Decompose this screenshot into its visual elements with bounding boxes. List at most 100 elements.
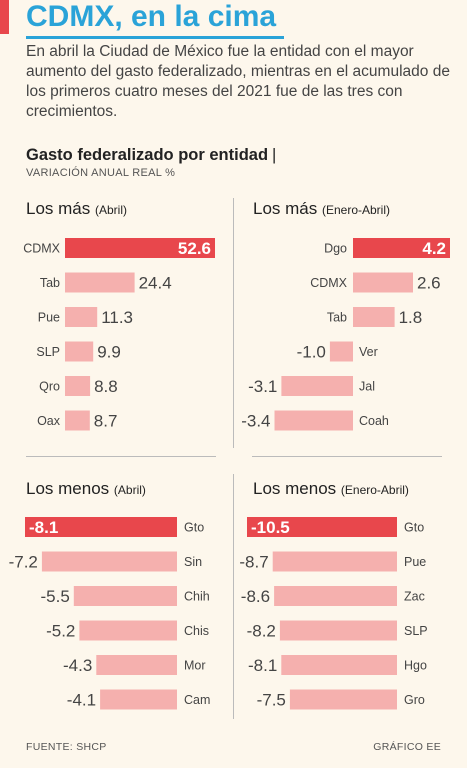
divider-vertical-top [233,198,234,448]
value-label: 11.3 [101,308,133,327]
value-label: -8.1 [248,656,277,675]
category-label: Dgo [324,242,347,256]
bar-Ver [329,341,353,362]
bar-chart-bottom-right: Gto -10.5 Pue -8.7 Zac -8.6 SLP -8.2 Hgo -8.1 Gro -… [239,517,428,710]
value-label: -7.5 [257,691,286,710]
category-label: Coah [359,414,389,428]
bar-Gto [247,517,397,537]
bar-chart-top-left: CDMX 52.6 Tab 24.4 Pue 11.3 SLP 9.9 Qro 8.8 Oax 8.7 [23,238,215,431]
panel-period: (Abril) [94,203,127,217]
category-label: Gto [404,521,424,535]
category-label: Ver [359,345,378,359]
bar-Chih [73,586,177,606]
bar-Gto [25,517,177,537]
panel-period: (Enero-Abril) [321,203,390,217]
page-title: CDMX, en la cima [26,0,277,33]
bar-Hgo [281,655,397,675]
value-label: -10.5 [251,518,290,537]
divider-horizontal-left [26,456,216,457]
category-label: Pue [38,311,60,325]
panel-title: Los más [26,199,91,218]
panel-heading-top-left: Los más (Abril) [26,199,127,219]
chart-title-text: Gasto federalizado por entidad [26,146,269,164]
category-label: Mor [184,659,206,673]
bar-Oax [65,410,90,431]
bar-Dgo [353,238,450,258]
value-label: 8.8 [94,377,118,396]
category-label: Hgo [404,659,427,673]
chart-title: Gasto federalizado por entidad | [26,146,276,165]
bar-Tab [353,307,395,327]
category-label: Gro [404,693,425,707]
chart-title-separator: | [272,146,277,164]
chart-unit-label: VARIACIÓN ANUAL REAL % [26,167,176,179]
bar-chart-bottom-left: Gto -8.1 Sin -7.2 Chih -5.5 Chis -5.2 Mor -4.3 Cam… [9,517,210,710]
category-label: Chis [184,624,209,638]
value-label: 8.7 [94,412,118,431]
panel-heading-bottom-right: Los menos (Enero-Abril) [253,479,409,499]
value-label: 52.6 [178,239,211,258]
category-label: Qro [39,380,60,394]
bar-Coah [274,410,353,431]
value-label: -4.3 [63,656,92,675]
value-label: -3.4 [241,412,270,431]
footer-source: FUENTE: SHCP [26,741,107,753]
value-label: 1.8 [399,308,423,327]
category-label: Cam [184,693,210,707]
bar-chart-top-right: Dgo 4.2 CDMX 2.6 Tab 1.8 Ver -1.0 Jal -3.1 Coah -3.… [241,238,450,431]
value-label: -1.0 [297,343,326,362]
category-label: SLP [36,345,60,359]
bar-SLP [279,620,397,641]
bar-Zac [274,586,397,606]
value-label: 2.6 [417,274,441,293]
bar-CDMX [65,238,215,258]
bar-Jal [281,376,353,396]
value-label: -8.2 [247,622,276,641]
value-label: 4.2 [422,239,446,258]
panel-title: Los menos [26,479,110,498]
value-label: 24.4 [139,274,172,293]
value-label: -7.2 [9,553,38,572]
subtitle: En abril la Ciudad de México fue la enti… [26,43,450,120]
category-label: Gto [184,521,204,535]
value-label: -3.1 [248,377,277,396]
category-label: Oax [37,414,61,428]
divider-horizontal-right [252,456,442,457]
bar-Pue [65,307,98,327]
bar-Pue [272,551,397,572]
category-label: Tab [327,311,347,325]
category-label: Pue [404,555,426,569]
value-label: -8.1 [29,518,58,537]
value-label: -4.1 [67,691,96,710]
bar-Tab [65,272,135,293]
bar-Chis [79,620,177,641]
panel-heading-top-right: Los más (Enero-Abril) [253,199,390,219]
panel-title: Los menos [253,479,337,498]
bar-Sin [41,551,178,572]
value-label: 9.9 [97,343,121,362]
value-label: -8.7 [239,553,268,572]
bar-SLP [65,341,94,362]
panel-period: (Enero-Abril) [340,483,409,497]
bar-CDMX [353,272,413,293]
bar-Cam [100,689,177,710]
category-label: Tab [40,276,60,290]
category-label: SLP [404,624,428,638]
bar-Gro [289,689,397,710]
bar-Qro [65,376,91,396]
category-label: Zac [404,590,425,604]
value-label: -8.6 [241,587,270,606]
title-accent [0,0,9,34]
panel-heading-bottom-left: Los menos (Abril) [26,479,146,499]
title-underline [26,36,284,39]
bar-Mor [96,655,177,675]
title-bar: CDMX, en la cima [0,0,298,39]
category-label: Sin [184,555,202,569]
panel-period: (Abril) [113,483,146,497]
category-label: Jal [359,380,375,394]
panel-title: Los más [253,199,318,218]
footer-credit: GRÁFICO EE [373,741,441,753]
value-label: -5.5 [41,587,70,606]
value-label: -5.2 [46,622,75,641]
divider-vertical-bottom [233,474,234,719]
